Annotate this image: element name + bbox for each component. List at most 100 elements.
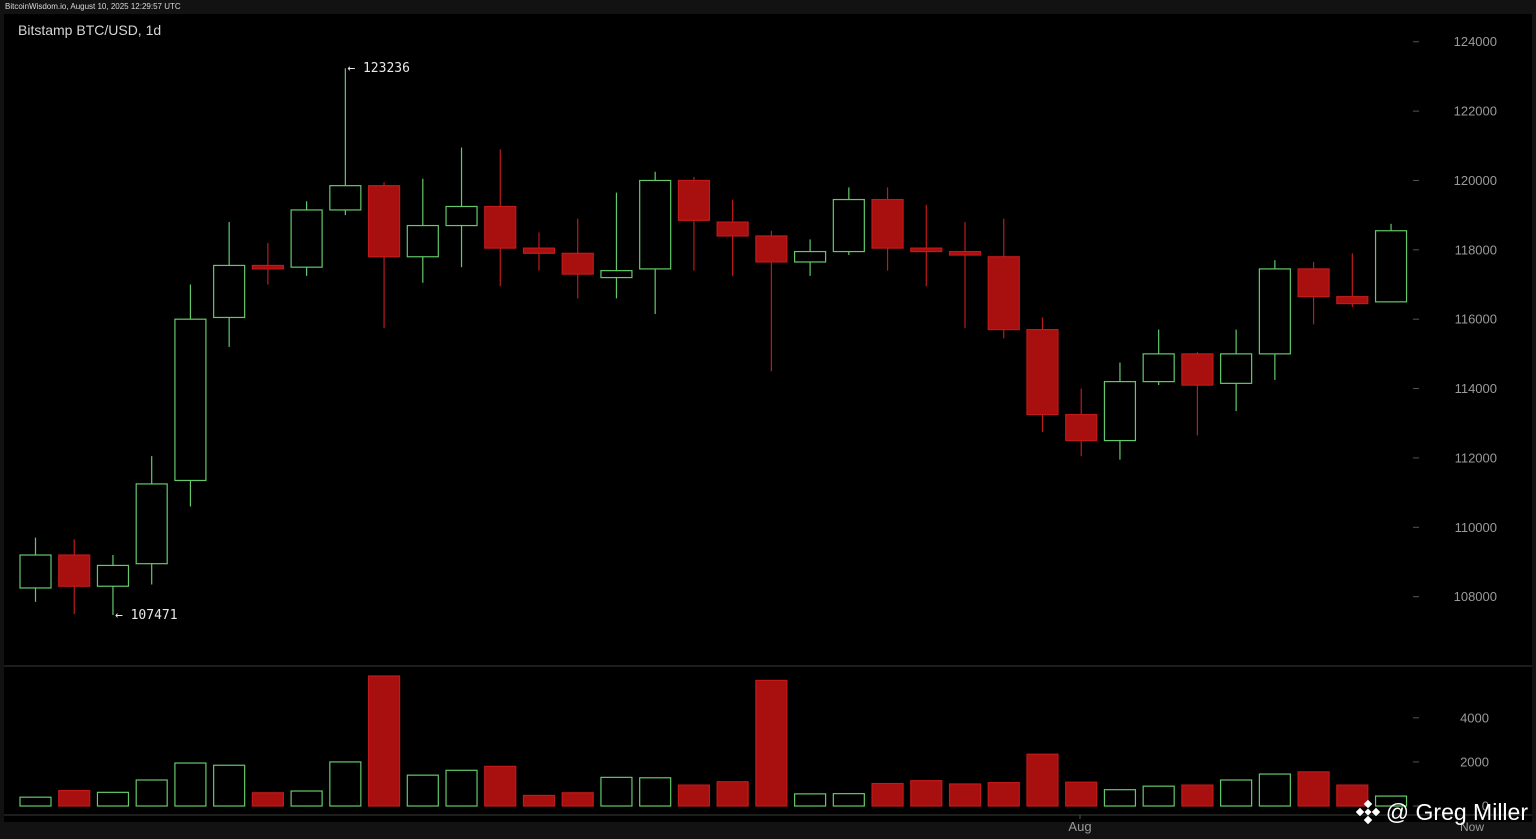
candle-body bbox=[1258, 268, 1291, 355]
volume-bar bbox=[58, 789, 91, 807]
candle-body bbox=[1297, 268, 1330, 298]
volume-bar bbox=[677, 784, 711, 807]
price-tick-label: 108000 bbox=[1454, 589, 1497, 604]
volume-bar bbox=[406, 774, 439, 807]
candle-body bbox=[1181, 353, 1214, 386]
candle-body bbox=[367, 185, 401, 258]
candle-body bbox=[1065, 413, 1098, 442]
volume-bar bbox=[948, 783, 982, 807]
time-label-aug: Aug bbox=[1068, 819, 1091, 834]
candle-body bbox=[871, 198, 904, 249]
volume-tick-label: 4000 bbox=[1460, 710, 1489, 725]
price-annotation: ← 107471 bbox=[115, 608, 178, 623]
candle-body bbox=[213, 264, 246, 319]
volume-bar bbox=[135, 779, 168, 807]
candle-body bbox=[251, 264, 284, 270]
candle-body bbox=[135, 483, 168, 565]
candle-body bbox=[174, 318, 207, 482]
price-tick-label: 112000 bbox=[1455, 450, 1497, 465]
volume-bar bbox=[367, 675, 401, 807]
candle-body bbox=[1026, 328, 1059, 416]
volume-bar bbox=[1374, 795, 1408, 807]
source-timestamp: BitcoinWisdom.io, August 10, 2025 12:29:… bbox=[5, 2, 181, 11]
candle-body bbox=[1336, 296, 1369, 305]
volume-bar bbox=[1026, 753, 1059, 807]
candle-body bbox=[522, 247, 556, 254]
volume-bar bbox=[174, 762, 207, 807]
candle-body bbox=[987, 256, 1020, 331]
chart-title: Bitstamp BTC/USD, 1d bbox=[18, 22, 162, 38]
candle-body bbox=[445, 205, 478, 227]
candle-body bbox=[755, 235, 788, 263]
watermark: @ Greg Miller bbox=[1355, 797, 1528, 827]
candle-body bbox=[329, 185, 362, 211]
volume-bar bbox=[716, 781, 749, 807]
volume-bar bbox=[1142, 785, 1175, 807]
candle-body bbox=[910, 247, 943, 253]
volume-bar bbox=[1258, 773, 1291, 807]
candle-body bbox=[639, 179, 672, 270]
candlesticks bbox=[19, 68, 1408, 615]
volume-bar bbox=[1181, 784, 1214, 807]
candle-body bbox=[290, 209, 323, 268]
candle-body bbox=[484, 205, 517, 249]
price-tick-label: 116000 bbox=[1455, 312, 1497, 327]
volume-bar bbox=[1297, 771, 1330, 807]
candle-body bbox=[716, 221, 749, 237]
volume-bar bbox=[96, 791, 130, 807]
price-tick-label: 118000 bbox=[1455, 242, 1497, 257]
candle-body bbox=[19, 554, 52, 589]
volume-bar bbox=[19, 796, 52, 807]
volume-bar bbox=[522, 794, 556, 807]
volume-tick-label: 2000 bbox=[1460, 754, 1489, 769]
candle-body bbox=[1103, 381, 1137, 442]
candle-body bbox=[1220, 353, 1253, 384]
binance-diamond-icon bbox=[1355, 799, 1381, 825]
volume-bar bbox=[290, 790, 323, 807]
candle-body bbox=[96, 564, 130, 587]
volume-bar bbox=[1065, 781, 1098, 807]
volume-bar bbox=[600, 776, 633, 807]
volume-bar bbox=[793, 793, 827, 807]
price-axis: 108000 110000 112000 114000 116000 118000 1200… bbox=[1413, 34, 1497, 604]
candle-body bbox=[793, 250, 827, 263]
volume-tick-label: 0 bbox=[1482, 799, 1489, 814]
price-annotations: ← 123236 ← 107471 bbox=[115, 61, 410, 623]
volume-bar bbox=[213, 764, 246, 807]
candle-body bbox=[561, 252, 594, 275]
volume-bar bbox=[1220, 779, 1253, 807]
candle-body bbox=[600, 270, 633, 279]
candle-body bbox=[948, 250, 982, 256]
volume-bar bbox=[445, 769, 478, 807]
volume-bar bbox=[1336, 784, 1369, 807]
volume-bar bbox=[329, 761, 362, 807]
volume-bar bbox=[871, 782, 904, 807]
volume-bar bbox=[484, 765, 517, 807]
volume-bars bbox=[19, 675, 1408, 807]
volume-axis: 0 2000 4000 bbox=[1413, 710, 1489, 814]
time-axis: Aug Now bbox=[1068, 815, 1484, 834]
price-tick-label: 110000 bbox=[1455, 520, 1497, 535]
candle-body bbox=[832, 198, 865, 253]
candle-body bbox=[677, 179, 711, 221]
time-label-now: Now bbox=[1460, 820, 1484, 834]
volume-bar bbox=[561, 792, 594, 807]
price-annotation: ← 123236 bbox=[347, 61, 410, 76]
candle-body bbox=[406, 224, 439, 258]
price-tick-label: 122000 bbox=[1454, 104, 1497, 119]
volume-bar bbox=[910, 780, 943, 807]
volume-bar bbox=[755, 679, 788, 807]
volume-bar bbox=[251, 792, 284, 807]
volume-bar bbox=[639, 777, 672, 807]
candle-body bbox=[1142, 353, 1175, 383]
candle-body bbox=[1374, 230, 1408, 303]
volume-bar bbox=[832, 793, 865, 807]
watermark-text: @ Greg Miller bbox=[1385, 798, 1528, 825]
price-tick-label: 124000 bbox=[1454, 34, 1497, 49]
price-tick-label: 120000 bbox=[1454, 173, 1497, 188]
volume-bar bbox=[987, 782, 1020, 807]
volume-bar bbox=[1103, 789, 1137, 807]
price-tick-label: 114000 bbox=[1455, 381, 1497, 396]
candle-body bbox=[58, 554, 91, 587]
